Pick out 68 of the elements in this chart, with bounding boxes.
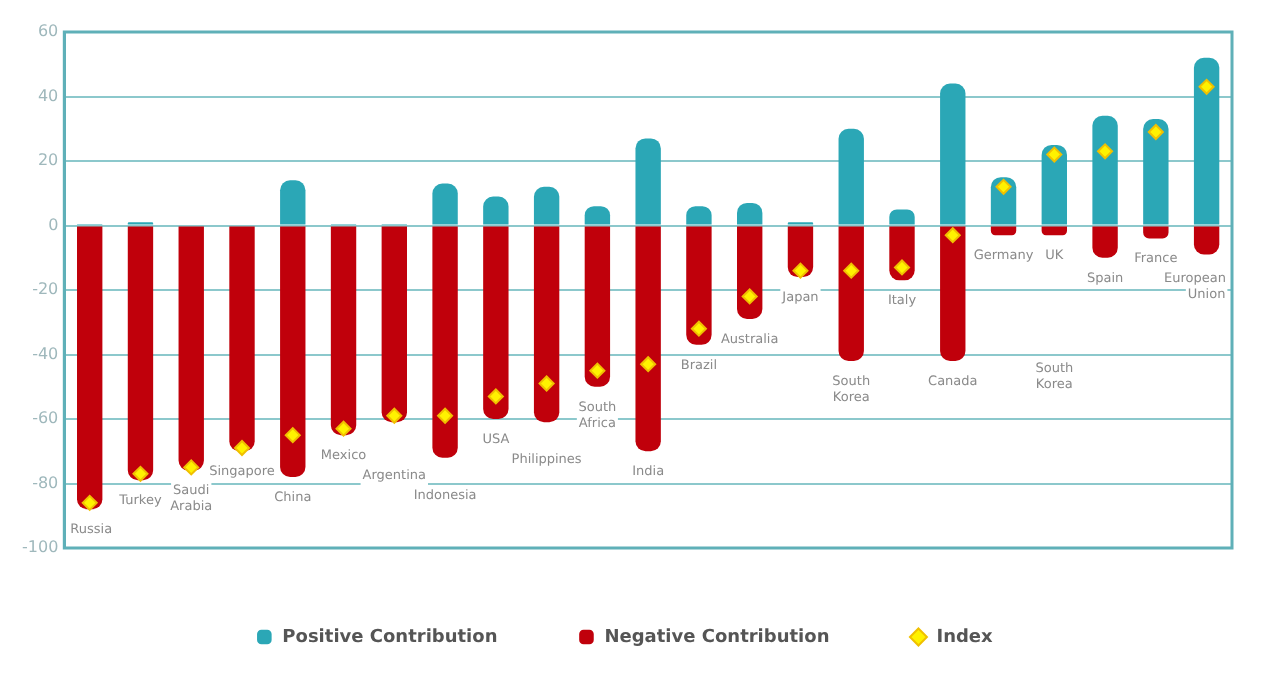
bar xyxy=(1041,226,1067,236)
point xyxy=(843,262,860,279)
point xyxy=(183,459,200,476)
bar xyxy=(737,226,763,320)
point xyxy=(894,259,910,276)
bar xyxy=(533,226,560,423)
legend-label: Index xyxy=(936,627,994,648)
bar xyxy=(1193,226,1220,255)
point xyxy=(81,494,98,511)
y-tick-label: 0 xyxy=(48,215,59,234)
point xyxy=(690,320,707,337)
point xyxy=(1046,146,1063,163)
y-tick-label: 40 xyxy=(37,86,59,105)
bar xyxy=(838,226,864,361)
y-tick-label: -40 xyxy=(32,344,59,363)
point xyxy=(1147,123,1164,140)
bar xyxy=(229,226,255,452)
y-tick-label: -100 xyxy=(22,538,59,557)
point xyxy=(487,388,504,405)
bar xyxy=(1041,144,1067,225)
point xyxy=(234,440,250,457)
bar xyxy=(940,226,966,361)
bar xyxy=(483,196,509,225)
bar xyxy=(1143,119,1169,225)
bar xyxy=(432,183,458,225)
bar xyxy=(432,226,458,458)
point xyxy=(589,362,606,379)
bar xyxy=(635,138,661,225)
bar xyxy=(127,226,154,481)
bar xyxy=(280,180,306,225)
point xyxy=(437,407,454,424)
bar xyxy=(889,226,915,281)
bar xyxy=(940,83,966,225)
point xyxy=(132,465,149,482)
bar xyxy=(533,186,560,225)
point xyxy=(741,288,758,305)
point xyxy=(386,407,403,424)
point xyxy=(538,375,555,392)
y-tick-label: 60 xyxy=(37,22,59,41)
bar xyxy=(990,226,1017,236)
bar xyxy=(330,226,357,436)
bar xyxy=(838,128,864,225)
bar xyxy=(381,226,407,423)
legend-label: Negative Contribution xyxy=(604,627,830,648)
point xyxy=(1198,78,1215,95)
bar xyxy=(280,226,306,478)
bar xyxy=(77,226,103,510)
y-tick-label: -80 xyxy=(32,473,59,492)
point xyxy=(792,262,809,279)
point xyxy=(944,227,961,244)
bar xyxy=(1143,226,1169,239)
y-tick-label: -60 xyxy=(32,409,59,428)
point xyxy=(284,427,301,444)
point xyxy=(335,420,352,437)
bar xyxy=(1193,57,1220,225)
y-tick-label: -20 xyxy=(32,280,59,299)
bar xyxy=(178,226,204,471)
legend-label: Positive Contribution xyxy=(282,627,498,648)
point xyxy=(640,356,657,373)
bar xyxy=(1092,226,1118,258)
point xyxy=(1097,143,1114,160)
y-tick-label: 20 xyxy=(37,151,59,170)
bar xyxy=(635,226,661,452)
bar xyxy=(686,226,712,345)
point xyxy=(995,178,1012,195)
bar xyxy=(584,226,611,387)
bar xyxy=(483,226,509,419)
bar xyxy=(1092,115,1118,225)
